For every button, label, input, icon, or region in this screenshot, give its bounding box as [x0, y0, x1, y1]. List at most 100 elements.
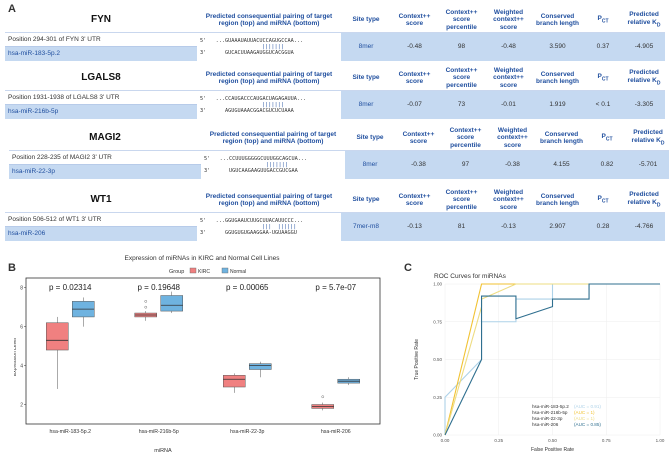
y-tick-label: 6 — [20, 325, 23, 331]
header-site-type: Site type — [341, 188, 391, 214]
header-branch-length: Conserved branch length — [532, 188, 583, 214]
pairing-top: 5' ...CCAUGACCCAUGACUAGAGAUUA... — [200, 95, 307, 102]
header-pct-label: P — [597, 15, 602, 23]
gene-name: MAGI2 — [9, 126, 201, 152]
header-weighted-context: Weighted context++ score — [485, 8, 532, 34]
x-tick-label: 1.00 — [656, 438, 665, 443]
expression-boxplot-chart: Expression of miRNAs in KIRC and Normal … — [14, 255, 381, 454]
value-branch: 1.919 — [532, 90, 583, 119]
value-pct: < 0.1 — [583, 90, 623, 119]
utr-position: Position 506-512 of WT1 3' UTR — [5, 212, 197, 228]
value-pct: 0.28 — [583, 212, 623, 241]
header-pct-sub: CT — [601, 18, 609, 25]
header-site-type: Site type — [341, 8, 391, 34]
value-wctx: -0.38 — [489, 150, 536, 179]
y-tick-label: 0.00 — [433, 433, 442, 438]
value-wctx: -0.13 — [485, 212, 532, 241]
box-outlier — [144, 305, 148, 309]
value-site: 8mer — [341, 32, 391, 61]
value-ctx: -0.07 — [391, 90, 438, 119]
target-table-lgals8: LGALS8 Predicted consequential pairing of… — [5, 66, 665, 119]
box-outlier — [144, 300, 148, 303]
value-wctx: -0.48 — [485, 32, 532, 61]
header-kd-label: Predicted relative K — [631, 129, 663, 144]
p-value-label: p = 0.19648 — [138, 283, 181, 292]
pairing-alignment: 5' ...GGUGAAUCUUGCUUACAUUCCC... ||| |||||… — [197, 212, 341, 241]
header-kd-label: Predicted relative K — [627, 191, 659, 206]
roc-curve-chart: ROC Curves for miRNAs 0.000.00 0.25 0.25 0.5… — [414, 273, 665, 453]
value-pctl: 98 — [438, 32, 485, 61]
legend-name: hsa-miR-183-5p.2 — [532, 404, 569, 409]
y-tick-label: 0.25 — [433, 395, 442, 400]
panel-label-b: B — [8, 262, 16, 274]
header-pct: PCT — [583, 188, 623, 214]
pairing-bars: ||||||| — [262, 102, 284, 109]
legend-name: hsa-miR-206 — [532, 422, 559, 427]
box-normal — [160, 295, 183, 312]
legend-auc: (AUC = 1) — [574, 416, 595, 421]
header-context-percentile: Context++ score percentile — [438, 66, 485, 92]
header-pct-sub: CT — [601, 76, 609, 83]
x-tick-label: hsa-miR-22-3p — [230, 429, 264, 435]
y-axis-label: Expression Level — [14, 338, 18, 376]
pairing-alignment: 5' ...CCUUUGGGGGCUUUGGCAGCUA... ||||||| 3'… — [201, 150, 345, 179]
legend-auc: (AUC = 1) — [574, 410, 595, 415]
header-kd-label: Predicted relative K — [627, 69, 659, 84]
panel-label-c: C — [404, 262, 412, 274]
value-site: 7mer-m8 — [341, 212, 391, 241]
y-tick-label: 0.50 — [433, 357, 442, 362]
header-site-type: Site type — [341, 66, 391, 92]
y-tick-label: 8 — [20, 286, 23, 292]
header-pairing: Predicted consequential pairing of targe… — [201, 126, 345, 152]
target-table-fyn: FYN Predicted consequential pairing of ta… — [5, 8, 665, 61]
pairing-bottom: 3' UGUCAAGAAGUUGACCGUCGAA — [204, 168, 298, 175]
header-pairing: Predicted consequential pairing of targe… — [197, 188, 341, 214]
x-tick-label: hsa-miR-183-5p.2 — [49, 429, 91, 435]
target-table-wt1: WT1 Predicted consequential pairing of ta… — [5, 188, 665, 241]
mirna-name: hsa-miR-22-3p — [9, 164, 201, 179]
mirna-name: hsa-miR-206 — [5, 226, 197, 241]
p-value-label: p = 5.7e-07 — [315, 283, 356, 292]
pairing-bottom: 3' GGUGUGUGAAGGAA-UGUAAGGU — [200, 230, 297, 237]
value-branch: 3.590 — [532, 32, 583, 61]
header-weighted-context: Weighted context++ score — [489, 126, 536, 152]
y-tick-label: 1.00 — [433, 282, 442, 287]
header-pairing: Predicted consequential pairing of targe… — [197, 8, 341, 34]
value-kd: -3.305 — [623, 90, 665, 119]
header-pct-label: P — [601, 133, 606, 141]
gene-name: LGALS8 — [5, 66, 197, 92]
header-weighted-context: Weighted context++ score — [485, 66, 532, 92]
legend-title: Group — [169, 269, 184, 275]
value-pct: 0.82 — [587, 150, 627, 179]
header-kd: Predicted relative KD — [627, 126, 669, 152]
y-tick-label: 2 — [20, 403, 23, 409]
x-tick-label: 0.00 — [441, 438, 450, 443]
pairing-top: 5' ...GGUGAAUCUUGCUUACAUUCCC... — [200, 217, 304, 224]
value-branch: 2.907 — [532, 212, 583, 241]
header-kd-label: Predicted relative K — [627, 11, 659, 26]
chart-title: Expression of miRNAs in KIRC and Normal … — [125, 255, 281, 262]
header-context-percentile: Context++ score percentile — [442, 126, 489, 152]
value-pctl: 73 — [438, 90, 485, 119]
header-branch-length: Conserved branch length — [536, 126, 587, 152]
box-normal — [249, 363, 272, 370]
header-pairing: Predicted consequential pairing of targe… — [197, 66, 341, 92]
mirna-name: hsa-miR-216b-5p — [5, 104, 197, 119]
y-tick-label: 4 — [20, 364, 23, 370]
value-pctl: 97 — [442, 150, 489, 179]
header-context-score: Context++ score — [391, 188, 438, 214]
pairing-bottom: 3' GUCACUUAAGAUGGUCACGGUA — [200, 50, 294, 57]
legend-auc: (AUC = 0.85) — [574, 422, 601, 427]
header-kd: Predicted relative KD — [623, 66, 665, 92]
pairing-bottom: 3' AGUGUAAACGGACGUCUCUAAA — [200, 108, 294, 115]
gene-name: WT1 — [5, 188, 197, 214]
y-axis-label: True Positive Rate — [414, 339, 420, 380]
legend-name: hsa-miR-216b-5p — [532, 410, 568, 415]
utr-position: Position 294-301 of FYN 3' UTR — [5, 32, 197, 48]
pairing-top: 5' ...GUAAAUAUUACUCCAGUGCCAA... — [200, 37, 304, 44]
value-pctl: 81 — [438, 212, 485, 241]
y-tick-label: 0.75 — [433, 319, 442, 324]
header-pct-sub: CT — [605, 136, 613, 143]
legend-name: hsa-miR-22-3p — [532, 416, 563, 421]
value-site: 8mer — [345, 150, 395, 179]
